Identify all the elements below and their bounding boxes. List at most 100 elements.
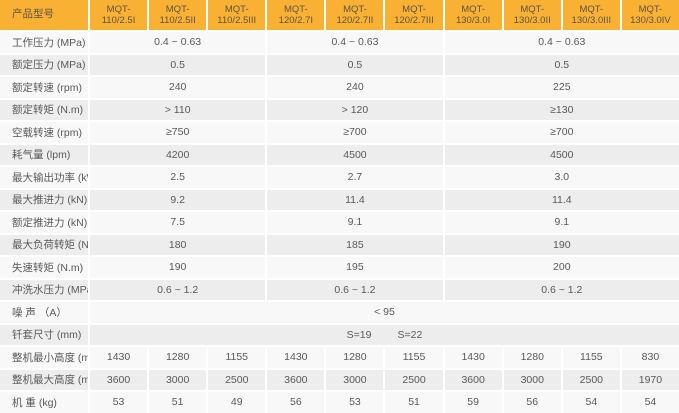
header-model-line1: MQT- bbox=[579, 3, 604, 15]
table-cell: 3000 bbox=[326, 369, 384, 390]
table-cell: 56 bbox=[503, 392, 561, 413]
table-cell: < 95 bbox=[90, 302, 679, 323]
table-cell: S=19 S=22 bbox=[90, 324, 679, 345]
row-label: 钎套尺寸 (mm) bbox=[0, 324, 88, 345]
header-model-line1: MQT- bbox=[461, 3, 486, 15]
table-cell: 240 bbox=[90, 77, 266, 98]
row-label: 工作压力 (MPa) bbox=[0, 32, 88, 53]
header-model: MQT- 120/2.7III bbox=[385, 0, 443, 30]
table-cell: 53 bbox=[90, 392, 148, 413]
table-cell: 59 bbox=[444, 392, 502, 413]
table-cell: 51 bbox=[149, 392, 207, 413]
table-cell: 0.5 bbox=[267, 54, 443, 75]
table-cell: 49 bbox=[208, 392, 266, 413]
table-cell: 1280 bbox=[503, 347, 561, 368]
table-cell: 3600 bbox=[267, 369, 325, 390]
header-model-line2: 130/3.0III bbox=[571, 15, 612, 26]
table-cell: 9.1 bbox=[444, 212, 679, 233]
table-cell: 11.4 bbox=[267, 189, 443, 210]
header-model: MQT- 110/2.5I bbox=[90, 0, 148, 30]
cell-text: < 95 bbox=[374, 306, 395, 319]
table-cell: 1280 bbox=[149, 347, 207, 368]
table-cell: 0.6 ~ 1.2 bbox=[90, 279, 266, 300]
table-cell: 1155 bbox=[385, 347, 443, 368]
table-cell: 0.5 bbox=[90, 54, 266, 75]
table-cell: 225 bbox=[444, 77, 679, 98]
table-cell: > 110 bbox=[90, 99, 266, 120]
header-product-model-label: 产品型号 bbox=[0, 0, 88, 30]
row-label: 额定推进力 (kN) bbox=[0, 212, 88, 233]
header-model: MQT- 130/3.0II bbox=[503, 0, 561, 30]
header-model-line1: MQT- bbox=[343, 3, 367, 15]
table-cell: 1430 bbox=[90, 347, 148, 368]
table-cell: 200 bbox=[444, 257, 679, 278]
table-cell: 2500 bbox=[385, 369, 443, 390]
table-cell: 7.5 bbox=[90, 212, 266, 233]
row-label: 额定压力 (MPa) bbox=[0, 54, 88, 75]
table-cell: 3.0 bbox=[444, 167, 679, 188]
table-cell: 53 bbox=[326, 392, 384, 413]
table-cell: ≥700 bbox=[267, 122, 443, 143]
row-label: 机 重 (kg) bbox=[0, 392, 88, 413]
header-model: MQT- 110/2.5III bbox=[208, 0, 266, 30]
table-cell: 240 bbox=[267, 77, 443, 98]
row-label: 最大输出功率 (kW) bbox=[0, 167, 88, 188]
cell-text: S=22 bbox=[397, 328, 423, 341]
table-cell: 1430 bbox=[267, 347, 325, 368]
row-label: 最大负荷转矩 (N.m) bbox=[0, 234, 88, 255]
row-label: 最大推进力 (kN) bbox=[0, 189, 88, 210]
header-model-line2: 110/2.5II bbox=[159, 15, 196, 26]
row-label: 噪 声 （A） bbox=[0, 302, 88, 323]
table-cell: 4200 bbox=[90, 144, 266, 165]
table-cell: 11.4 bbox=[444, 189, 679, 210]
table-cell: 180 bbox=[90, 234, 266, 255]
table-cell: > 120 bbox=[267, 99, 443, 120]
table-cell: 51 bbox=[385, 392, 443, 413]
row-label: 冲洗水压力 (MPa) bbox=[0, 279, 88, 300]
table-cell: ≥750 bbox=[90, 122, 266, 143]
table-cell: ≥130 bbox=[444, 99, 679, 120]
table-cell: 0.6 ~ 1.2 bbox=[267, 279, 443, 300]
row-label: 空载转速 (rpm) bbox=[0, 122, 88, 143]
header-model-line1: MQT- bbox=[520, 3, 545, 15]
table-cell: 54 bbox=[621, 392, 679, 413]
table-cell: 195 bbox=[267, 257, 443, 278]
header-model: MQT- 130/3.0IV bbox=[621, 0, 679, 30]
table-cell: 190 bbox=[444, 234, 679, 255]
header-model-line1: MQT- bbox=[224, 3, 249, 15]
header-model-line2: 130/3.0IV bbox=[630, 15, 671, 26]
table-cell: 2500 bbox=[562, 369, 620, 390]
row-label: 失速转矩 (N.m) bbox=[0, 257, 88, 278]
table-cell: 3600 bbox=[444, 369, 502, 390]
table-cell: 3000 bbox=[149, 369, 207, 390]
row-label: 整机最大高度 (mm) bbox=[0, 369, 88, 390]
table-cell: 0.4 ~ 0.63 bbox=[444, 32, 679, 53]
table-cell: 4500 bbox=[444, 144, 679, 165]
table-cell: 0.4 ~ 0.63 bbox=[90, 32, 266, 53]
table-cell: 1155 bbox=[208, 347, 266, 368]
header-model: MQT- 120/2.7I bbox=[267, 0, 325, 30]
table-cell: ≥700 bbox=[444, 122, 679, 143]
header-model-line2: 110/2.5I bbox=[101, 15, 136, 26]
table-cell: 185 bbox=[267, 234, 443, 255]
header-model-line1: MQT- bbox=[402, 3, 426, 15]
table-cell: 1430 bbox=[444, 347, 502, 368]
table-cell: 1970 bbox=[621, 369, 679, 390]
header-model-line2: 130/3.0I bbox=[455, 15, 491, 26]
table-cell: 2.7 bbox=[267, 167, 443, 188]
row-label: 额定转速 (rpm) bbox=[0, 77, 88, 98]
table-cell: 4500 bbox=[267, 144, 443, 165]
table-cell: 3600 bbox=[90, 369, 148, 390]
table-cell: 2.5 bbox=[90, 167, 266, 188]
table-cell: 2500 bbox=[208, 369, 266, 390]
header-model-line1: MQT- bbox=[165, 3, 190, 15]
header-model-line2: 110/2.5III bbox=[217, 15, 257, 26]
header-model-line1: MQT- bbox=[106, 3, 131, 15]
header-model-line2: 120/2.7II bbox=[336, 15, 374, 26]
header-model-line2: 120/2.7I bbox=[278, 15, 314, 26]
header-model: MQT- 120/2.7II bbox=[326, 0, 384, 30]
table-cell: 9.2 bbox=[90, 189, 266, 210]
header-model: MQT- 130/3.0III bbox=[562, 0, 620, 30]
table-cell: 1155 bbox=[562, 347, 620, 368]
table-cell: 0.4 ~ 0.63 bbox=[267, 32, 443, 53]
